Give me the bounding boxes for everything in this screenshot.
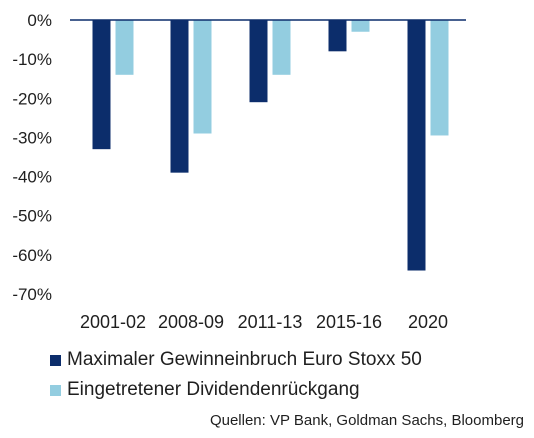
bar-earnings [249, 20, 268, 103]
legend-label-earnings: Maximaler Gewinneinbruch Euro Stoxx 50 [67, 349, 422, 370]
bar-earnings [407, 20, 426, 271]
source-note: Quellen: VP Bank, Goldman Sachs, Bloombe… [209, 412, 524, 429]
legend-item-earnings: Maximaler Gewinneinbruch Euro Stoxx 50 [50, 345, 422, 375]
bar-dividends [193, 20, 212, 134]
bar-dividends [115, 20, 134, 75]
y-tick-label: -40% [12, 168, 52, 187]
bar-dividends [272, 20, 291, 75]
x-category-label: 2015-16 [316, 312, 382, 332]
bar-chart: 0% -10% -20% -30% -40% -50% -60% -70% 2001-02 200… [12, 11, 466, 332]
bar-earnings [170, 20, 189, 173]
legend: Maximaler Gewinneinbruch Euro Stoxx 50 E… [50, 345, 422, 405]
bar-earnings [328, 20, 347, 52]
bar-dividends [351, 20, 370, 32]
x-category-label: 2011-13 [238, 312, 303, 332]
y-tick-label: -30% [12, 128, 52, 147]
y-tick-label: -50% [12, 207, 52, 226]
y-tick-label: -60% [12, 246, 52, 265]
y-tick-label: -20% [12, 89, 52, 108]
x-category-label: 2020 [408, 312, 448, 332]
x-category-label: 2001-02 [80, 312, 146, 332]
legend-swatch-dividends [50, 384, 61, 396]
y-tick-label: -10% [12, 50, 52, 69]
legend-item-dividends: Eingetretener Dividendenrückgang [50, 375, 422, 405]
bar-dividends [430, 20, 449, 136]
x-category-label: 2008-09 [158, 312, 224, 332]
bar-earnings [92, 20, 111, 150]
y-tick-label: -70% [12, 285, 52, 304]
legend-swatch-earnings [50, 354, 61, 366]
legend-label-dividends: Eingetretener Dividendenrückgang [67, 379, 360, 400]
y-tick-label: 0% [27, 11, 52, 30]
